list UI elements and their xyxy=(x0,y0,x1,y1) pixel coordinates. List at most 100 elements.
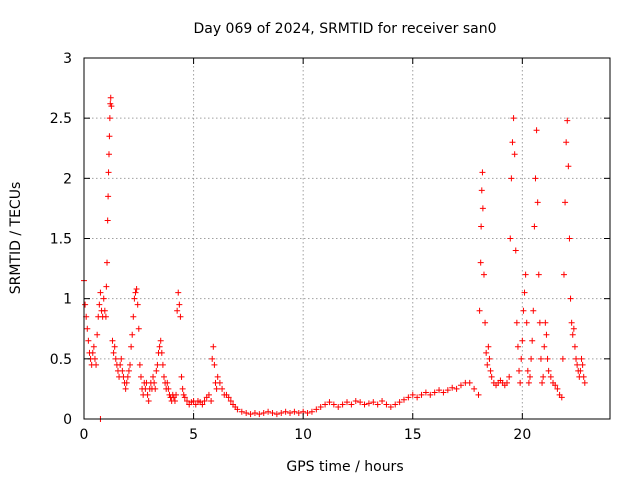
data-point xyxy=(153,367,160,374)
data-point xyxy=(537,355,544,362)
data-point xyxy=(571,343,578,350)
data-point xyxy=(160,373,167,380)
data-point xyxy=(535,271,542,278)
data-point xyxy=(396,399,403,406)
data-point xyxy=(184,397,191,404)
data-point xyxy=(216,379,223,386)
data-point xyxy=(567,295,574,302)
data-point xyxy=(482,319,489,326)
data-point xyxy=(568,319,575,326)
data-point xyxy=(563,139,570,146)
data-point xyxy=(457,382,464,389)
data-point xyxy=(117,361,124,368)
data-point xyxy=(152,385,159,392)
data-point xyxy=(522,271,529,278)
data-point xyxy=(543,331,550,338)
data-point xyxy=(520,307,527,314)
data-point xyxy=(512,247,519,254)
data-point xyxy=(199,401,206,408)
data-point xyxy=(123,379,130,386)
data-point xyxy=(135,325,142,332)
data-point xyxy=(125,367,132,374)
y-tick-label: 2 xyxy=(63,171,72,187)
data-point xyxy=(510,115,517,122)
data-point xyxy=(525,379,532,386)
data-point xyxy=(111,343,118,350)
data-point xyxy=(409,391,416,398)
data-point xyxy=(234,406,241,413)
data-point xyxy=(173,391,180,398)
x-tick-label: 0 xyxy=(80,427,89,443)
data-point xyxy=(516,367,523,374)
data-point xyxy=(528,355,535,362)
data-point xyxy=(175,289,182,296)
data-point xyxy=(335,403,342,410)
data-point xyxy=(387,403,394,410)
x-tick-label: 10 xyxy=(294,427,312,443)
data-point xyxy=(177,313,184,320)
data-point xyxy=(564,117,571,124)
data-point xyxy=(213,385,220,392)
data-point xyxy=(484,361,491,368)
y-tick-label: 1 xyxy=(63,292,72,308)
data-point xyxy=(517,379,524,386)
data-point xyxy=(440,389,447,396)
data-point xyxy=(554,385,561,392)
data-point xyxy=(104,259,111,266)
data-point xyxy=(128,343,135,350)
data-marks xyxy=(81,94,588,422)
data-point xyxy=(208,397,215,404)
data-point xyxy=(265,408,272,415)
data-point xyxy=(273,411,280,418)
data-point xyxy=(580,373,587,380)
data-point xyxy=(287,409,294,416)
data-point xyxy=(524,367,531,374)
data-point xyxy=(82,301,89,308)
data-point xyxy=(205,391,212,398)
data-point xyxy=(511,151,518,158)
data-point xyxy=(96,301,103,308)
data-point xyxy=(107,94,114,101)
data-point xyxy=(317,403,324,410)
data-point xyxy=(344,399,350,406)
data-point xyxy=(521,289,528,296)
data-point xyxy=(503,379,510,386)
data-point xyxy=(227,397,234,404)
data-point xyxy=(476,307,483,314)
data-point xyxy=(110,349,117,356)
data-point xyxy=(348,401,355,408)
data-point xyxy=(108,103,115,110)
data-point xyxy=(112,355,119,362)
data-point xyxy=(518,355,525,362)
data-point xyxy=(130,313,137,320)
data-point xyxy=(466,379,473,386)
y-axis-label: SRMTID / TECUs xyxy=(8,182,24,295)
data-point xyxy=(558,394,565,401)
data-point xyxy=(566,235,573,242)
data-point xyxy=(339,401,346,408)
y-tick-label: 3 xyxy=(63,51,72,67)
data-point xyxy=(513,319,520,326)
data-point xyxy=(573,355,580,362)
data-point xyxy=(119,367,126,374)
data-point xyxy=(256,411,263,418)
data-point xyxy=(118,355,125,362)
data-point xyxy=(365,400,372,407)
data-point xyxy=(486,355,493,362)
chart-title: Day 069 of 2024, SRMTID for receiver san… xyxy=(193,21,496,37)
data-point xyxy=(374,401,381,408)
y-tick-label: 1.5 xyxy=(50,232,72,248)
data-point xyxy=(569,331,576,338)
data-point xyxy=(159,361,166,368)
data-point xyxy=(97,289,104,296)
data-point xyxy=(536,319,543,326)
y-tick-label: 2.5 xyxy=(50,111,72,127)
data-point xyxy=(392,401,399,408)
x-axis-label: GPS time / hours xyxy=(286,459,403,475)
data-point xyxy=(304,409,311,416)
data-point xyxy=(144,391,151,398)
data-point xyxy=(427,391,434,398)
data-point xyxy=(487,367,494,374)
data-point xyxy=(308,408,315,415)
data-point xyxy=(471,385,478,392)
